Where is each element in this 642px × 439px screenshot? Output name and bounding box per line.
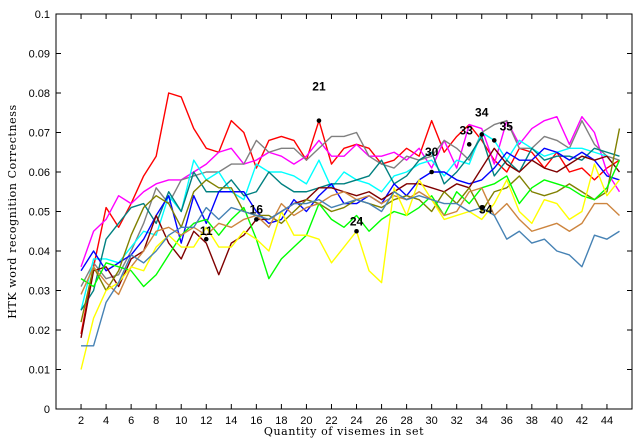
annotation-label: 33 bbox=[460, 123, 474, 137]
annotation-dot bbox=[479, 132, 485, 137]
annotation-dot bbox=[254, 217, 259, 222]
annotation-label: 21 bbox=[312, 80, 326, 94]
y-tick-label: 0.04 bbox=[29, 246, 50, 258]
series-line-12 bbox=[81, 191, 620, 347]
annotation-label: 35 bbox=[500, 119, 514, 133]
y-tick-label: 0.09 bbox=[29, 49, 50, 61]
series-line-8 bbox=[80, 128, 621, 323]
x-tick-label: 28 bbox=[400, 415, 412, 427]
x-tick-label: 36 bbox=[501, 415, 513, 427]
x-tick-label: 26 bbox=[375, 415, 387, 427]
x-tick-label: 44 bbox=[601, 415, 613, 427]
annotation-dot bbox=[429, 169, 434, 175]
x-tick-label: 8 bbox=[153, 415, 159, 427]
x-tick-label: 32 bbox=[451, 415, 463, 427]
annotation-label: 30 bbox=[425, 145, 439, 159]
y-tick-label: 0.01 bbox=[29, 365, 50, 377]
y-axis-title: HTK word recognition Correctness bbox=[6, 104, 19, 319]
x-tick-label: 38 bbox=[526, 415, 538, 427]
x-tick-label: 20 bbox=[300, 415, 312, 427]
annotation-label: 11 bbox=[200, 224, 213, 238]
series-line-3 bbox=[80, 119, 620, 287]
x-tick-label: 18 bbox=[275, 415, 287, 427]
x-axis-title: Quantity of visemes in set bbox=[264, 425, 424, 438]
x-tick-label: 14 bbox=[225, 415, 237, 427]
x-tick-label: 24 bbox=[350, 415, 362, 427]
y-tick-label: 0.03 bbox=[29, 286, 50, 298]
y-tick-label: 0.02 bbox=[29, 325, 50, 337]
x-tick-label: 12 bbox=[200, 415, 212, 427]
annotation-label: 16 bbox=[250, 202, 264, 216]
annotation-label: 24 bbox=[350, 214, 364, 228]
annotation-dot bbox=[466, 142, 472, 147]
y-tick-label: 0.05 bbox=[29, 207, 50, 219]
x-tick-label: 34 bbox=[476, 415, 488, 427]
series-line-5 bbox=[80, 135, 620, 311]
y-tick-label: 0.1 bbox=[35, 9, 50, 21]
annotation-dot bbox=[203, 236, 209, 242]
x-tick-label: 6 bbox=[128, 415, 134, 427]
series-layer bbox=[80, 92, 621, 370]
x-tick-label: 4 bbox=[103, 415, 109, 427]
series-line-9 bbox=[80, 159, 621, 288]
x-tick-label: 16 bbox=[250, 415, 262, 427]
x-tick-label: 42 bbox=[576, 415, 588, 427]
annotation-dot bbox=[354, 228, 359, 234]
x-axis: 2 4 6 8 10 12 14 16 18 20 22 24 26 28 30 32 34 36 38 40 42 44 bbox=[78, 14, 613, 427]
series-line-7 bbox=[80, 147, 621, 339]
annotation-dot bbox=[479, 205, 485, 210]
annotation-dot bbox=[316, 118, 322, 123]
y-tick-label: 0.06 bbox=[29, 167, 50, 179]
y-tick-label: 0.08 bbox=[29, 88, 50, 100]
x-tick-label: 40 bbox=[551, 415, 563, 427]
x-tick-label: 10 bbox=[175, 415, 187, 427]
series-line-4 bbox=[80, 131, 621, 311]
annotation-dot bbox=[491, 138, 497, 143]
x-tick-label: 22 bbox=[325, 415, 337, 427]
series-line-2 bbox=[80, 115, 621, 268]
y-axis: 0 0.01 0.02 0.03 0.04 0.05 0.06 0.07 0.08 0.09 0.1 bbox=[29, 9, 632, 416]
series-line-10 bbox=[80, 187, 620, 296]
x-tick-label: 2 bbox=[78, 415, 84, 427]
annotation-label: 34 bbox=[475, 105, 489, 119]
annotation-label: 34 bbox=[479, 203, 493, 217]
series-line-11 bbox=[80, 163, 621, 370]
y-tick-label: 0.07 bbox=[29, 128, 50, 140]
y-tick-label: 0 bbox=[44, 404, 50, 416]
x-tick-label: 30 bbox=[426, 415, 438, 427]
